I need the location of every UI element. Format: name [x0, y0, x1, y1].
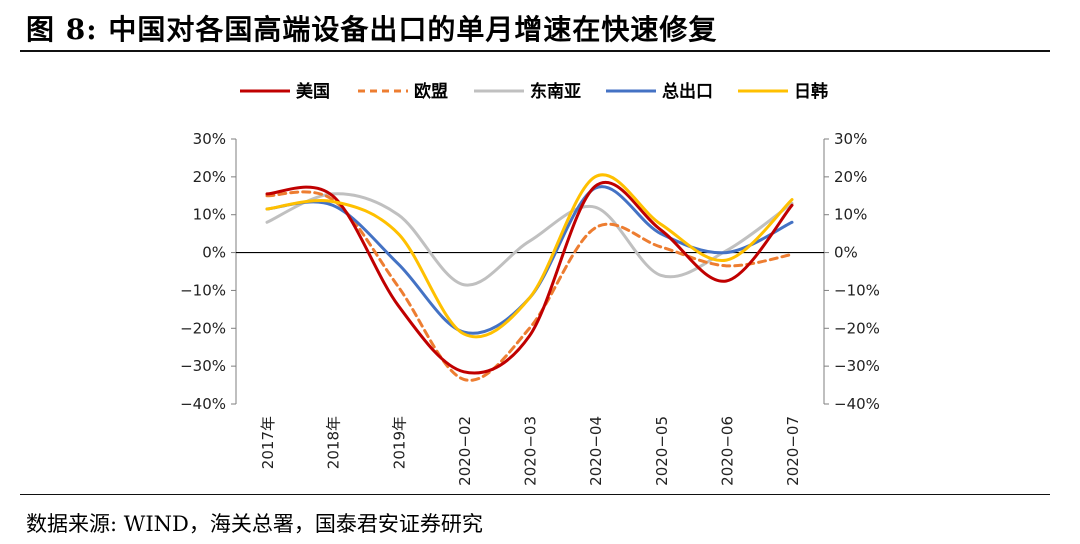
- x-tick-label: 2017年: [259, 416, 277, 469]
- x-tick-label: 2020−06: [718, 416, 736, 486]
- title-rule: [20, 50, 1050, 52]
- legend-label: 欧盟: [414, 81, 448, 102]
- x-tick-label: 2020−04: [587, 416, 605, 486]
- legend: 美国 欧盟 东南亚 总出口 日韩: [240, 81, 828, 102]
- y-tick-label-left: −20%: [180, 319, 226, 337]
- y-tick-label-left: 10%: [193, 206, 226, 224]
- legend-label: 日韩: [794, 81, 828, 102]
- legend-label: 东南亚: [530, 81, 581, 102]
- axes: 30% 30% 20% 20% 10% 10% 0% 0% −10% −10% −20% −20% −3…: [180, 130, 880, 486]
- source-rule: [20, 494, 1050, 495]
- y-tick-label-right: 30%: [834, 130, 867, 148]
- x-tick-label: 2019年: [390, 416, 408, 469]
- y-tick-label-left: 30%: [193, 130, 226, 148]
- source-note: 数据来源: WIND，海关总署，国泰君安证券研究: [26, 512, 483, 536]
- series-line-5: [265, 173, 794, 339]
- y-tick-label-left: 0%: [202, 244, 226, 262]
- y-tick-label-left: −10%: [180, 281, 226, 299]
- series-layer: [265, 173, 794, 382]
- y-tick-label-right: 0%: [834, 244, 858, 262]
- y-tick-label-right: −10%: [834, 281, 880, 299]
- y-tick-label-right: 10%: [834, 206, 867, 224]
- legend-label: 总出口: [662, 81, 713, 102]
- x-tick-label: 2020−07: [784, 416, 802, 486]
- x-tick-label: 2020−02: [456, 416, 474, 486]
- y-tick-label-right: 20%: [834, 168, 867, 186]
- series-line-1: [265, 180, 794, 375]
- line-chart: 美国 欧盟 东南亚 总出口 日韩 30% 30% 20% 20% 10% 10% 0% 0% −10% −…: [180, 81, 880, 486]
- y-tick-label-right: −20%: [834, 319, 880, 337]
- y-tick-label-right: −30%: [834, 357, 880, 375]
- x-tick-label: 2018年: [325, 416, 343, 469]
- chart-title: 图 8: 中国对各国高端设备出口的单月增速在快速修复: [26, 13, 718, 46]
- series-line-2: [265, 190, 794, 382]
- series-line-3: [265, 192, 794, 287]
- y-tick-label-left: −40%: [180, 395, 226, 413]
- y-tick-label-right: −40%: [834, 395, 880, 413]
- y-tick-label-left: 20%: [193, 168, 226, 186]
- y-tick-label-left: −30%: [180, 357, 226, 375]
- legend-label: 美国: [296, 81, 330, 102]
- x-tick-label: 2020−05: [653, 416, 671, 486]
- x-tick-label: 2020−03: [522, 416, 540, 486]
